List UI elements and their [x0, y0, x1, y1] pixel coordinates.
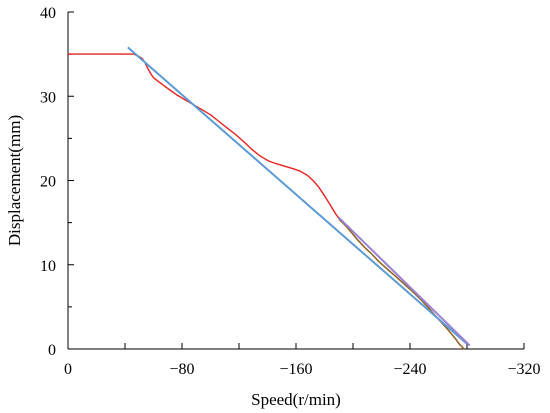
axes	[67, 12, 524, 350]
x-tick-label: 0	[64, 361, 72, 378]
x-tick-label: −240	[393, 361, 426, 378]
y-tick-label: 10	[40, 258, 56, 275]
y-tick-label: 30	[40, 89, 56, 106]
y-tick-label: 20	[40, 174, 56, 191]
x-axis-title: Speed(r/min)	[251, 390, 341, 409]
y-axis-title: Displacement(mm)	[5, 115, 24, 246]
series-layer	[68, 46, 471, 350]
x-tick-label: −320	[507, 361, 540, 378]
series-line-1-measured	[68, 53, 465, 350]
series-line-2-overlay	[338, 218, 465, 350]
y-tick-label: 0	[48, 342, 56, 359]
y-tick-label: 40	[40, 5, 56, 22]
ticks: 0 −80 −160 −240 −320 0 10 20 30 40	[40, 5, 541, 378]
x-tick-label: −80	[169, 361, 194, 378]
x-tick-label: −160	[279, 361, 312, 378]
series-line-4-fit	[338, 216, 471, 347]
series-line-3-fit	[127, 46, 468, 345]
